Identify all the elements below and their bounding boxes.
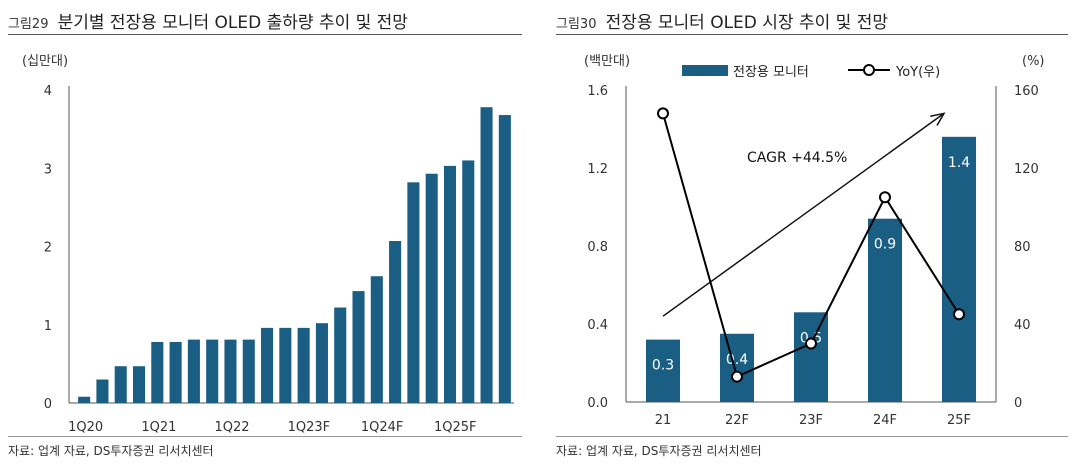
left-y-tick-label: 4 <box>44 84 52 99</box>
left-bar-4Q23F <box>352 291 365 403</box>
yoy-point-23F <box>805 337 817 350</box>
yoy-point-25F <box>953 308 965 321</box>
right-source-note: 자료: 업계 자료, DS투자증권 리서치센터 <box>556 444 762 458</box>
right-bar-23F <box>794 312 828 402</box>
left-bar-3Q24F <box>407 182 420 403</box>
right-combo-chart: (백만대) (%) 0.0 0.4 0.8 1.2 1.6 0 40 80 120 160 0.3 0.4… <box>584 54 1045 428</box>
right-chart-panel: 그림30 전장용 모니터 OLED 시장 추이 및 전망 (백만대) (%) 0.0… <box>556 0 1068 470</box>
left-bar-1Q23F <box>297 327 310 403</box>
left-bar-4Q21 <box>206 339 219 403</box>
right-right-y-tick-label: 40 <box>1014 318 1031 333</box>
left-y-tick-label: 3 <box>44 162 52 177</box>
left-bar-4Q24F <box>425 173 438 403</box>
left-bar-4Q25F <box>498 115 511 403</box>
left-source-rule <box>8 436 522 437</box>
left-x-tick-label: 1Q22 <box>214 420 249 435</box>
left-bar-1Q20 <box>78 396 91 403</box>
left-bar-3Q25F <box>480 107 493 403</box>
left-x-tick-label: 1Q21 <box>141 420 176 435</box>
left-chart-title: 분기별 전장용 모니터 OLED 출하량 추이 및 전망 <box>57 13 408 33</box>
yoy-point-21 <box>657 107 669 120</box>
right-left-y-tick-label: 1.2 <box>587 162 608 177</box>
legend-bar-label: 전장용 모니터 <box>733 65 809 80</box>
left-chart-title-row: 그림29 분기별 전장용 모니터 OLED 출하량 추이 및 전망 <box>8 8 408 33</box>
left-bar-4Q22 <box>279 327 292 403</box>
left-bar-3Q22 <box>261 327 274 403</box>
right-right-axis-label: (%) <box>1022 54 1045 69</box>
left-y-tick-label: 2 <box>44 241 52 256</box>
yoy-point-22F <box>731 370 743 383</box>
left-source-note: 자료: 업계 자료, DS투자증권 리서치센터 <box>8 444 214 458</box>
right-chart-title: 전장용 모니터 OLED 시장 추이 및 전망 <box>605 13 888 33</box>
right-bar-24F <box>868 218 902 402</box>
right-x-tick-label: 25F <box>947 413 971 428</box>
right-bar-25F <box>942 136 976 403</box>
left-chart-panel: 그림29 분기별 전장용 모니터 OLED 출하량 추이 및 전망 (십만대) 0… <box>8 0 522 470</box>
right-left-y-tick-label: 0.0 <box>587 396 608 411</box>
left-bar-3Q23F <box>334 307 347 403</box>
right-source-rule <box>556 436 1068 437</box>
yoy-point-24F <box>879 191 891 204</box>
right-right-y-tick-label: 80 <box>1014 240 1031 255</box>
left-bar-2Q24F <box>389 241 402 403</box>
left-bar-1Q25F <box>443 165 457 403</box>
cagr-arrow-head <box>930 112 946 126</box>
right-x-tick-label: 24F <box>873 413 897 428</box>
left-bar-2Q23F <box>315 323 328 403</box>
left-bar-1Q21 <box>151 341 164 403</box>
right-right-y-tick-label: 0 <box>1014 396 1022 411</box>
right-left-y-tick-label: 0.4 <box>587 318 608 333</box>
right-left-y-tick-label: 0.8 <box>587 240 608 255</box>
right-chart-title-row: 그림30 전장용 모니터 OLED 시장 추이 및 전망 <box>556 8 888 33</box>
left-bar-1Q24F <box>370 276 383 403</box>
right-bar-value-label: 0.3 <box>652 358 674 374</box>
left-bar-2Q22 <box>242 339 255 403</box>
cagr-annotation: CAGR +44.5% <box>747 150 847 166</box>
right-right-y-tick-label: 120 <box>1014 162 1039 177</box>
left-y-tick-label: 0 <box>44 397 52 412</box>
left-y-axis-label: (십만대) <box>22 54 68 69</box>
left-bar-4Q20 <box>132 366 146 403</box>
right-right-y-tick-label: 160 <box>1014 84 1039 99</box>
left-bar-1Q22 <box>224 339 237 403</box>
left-bar-3Q20 <box>114 366 127 403</box>
left-bar-3Q21 <box>187 339 200 403</box>
left-bar-2Q21 <box>169 341 182 403</box>
left-x-tick-label: 1Q25F <box>434 420 477 435</box>
right-bar-22F <box>720 333 754 402</box>
left-x-tick-label: 1Q24F <box>361 420 404 435</box>
right-title-rule <box>556 34 1068 35</box>
right-bar-value-label: 1.4 <box>948 155 970 171</box>
right-x-tick-label: 21 <box>655 413 672 428</box>
right-bar-21 <box>646 339 680 402</box>
left-y-tick-label: 1 <box>44 319 52 334</box>
right-bar-value-label: 0.9 <box>874 237 896 253</box>
right-left-axis-label: (백만대) <box>584 54 630 69</box>
right-x-tick-label: 23F <box>799 413 823 428</box>
right-figure-label: 그림30 <box>556 17 597 32</box>
left-figure-label: 그림29 <box>8 17 49 32</box>
legend-bar-swatch <box>682 65 728 76</box>
left-bar-2Q20 <box>96 379 109 403</box>
left-x-tick-label: 1Q20 <box>68 420 103 435</box>
right-bar-value-label: 0.4 <box>726 352 748 368</box>
left-bar-2Q25F <box>462 160 475 403</box>
left-bar-chart: (십만대) 0 1 2 3 4 1Q20 1Q21 1Q22 1Q23F 1Q24F 1Q25F <box>22 54 514 435</box>
legend-line-marker <box>863 64 875 76</box>
legend-line-label: YoY(우) <box>895 65 940 80</box>
right-x-tick-label: 22F <box>725 413 749 428</box>
left-title-rule <box>8 34 522 35</box>
right-left-y-tick-label: 1.6 <box>587 84 608 99</box>
left-x-tick-label: 1Q23F <box>288 420 331 435</box>
